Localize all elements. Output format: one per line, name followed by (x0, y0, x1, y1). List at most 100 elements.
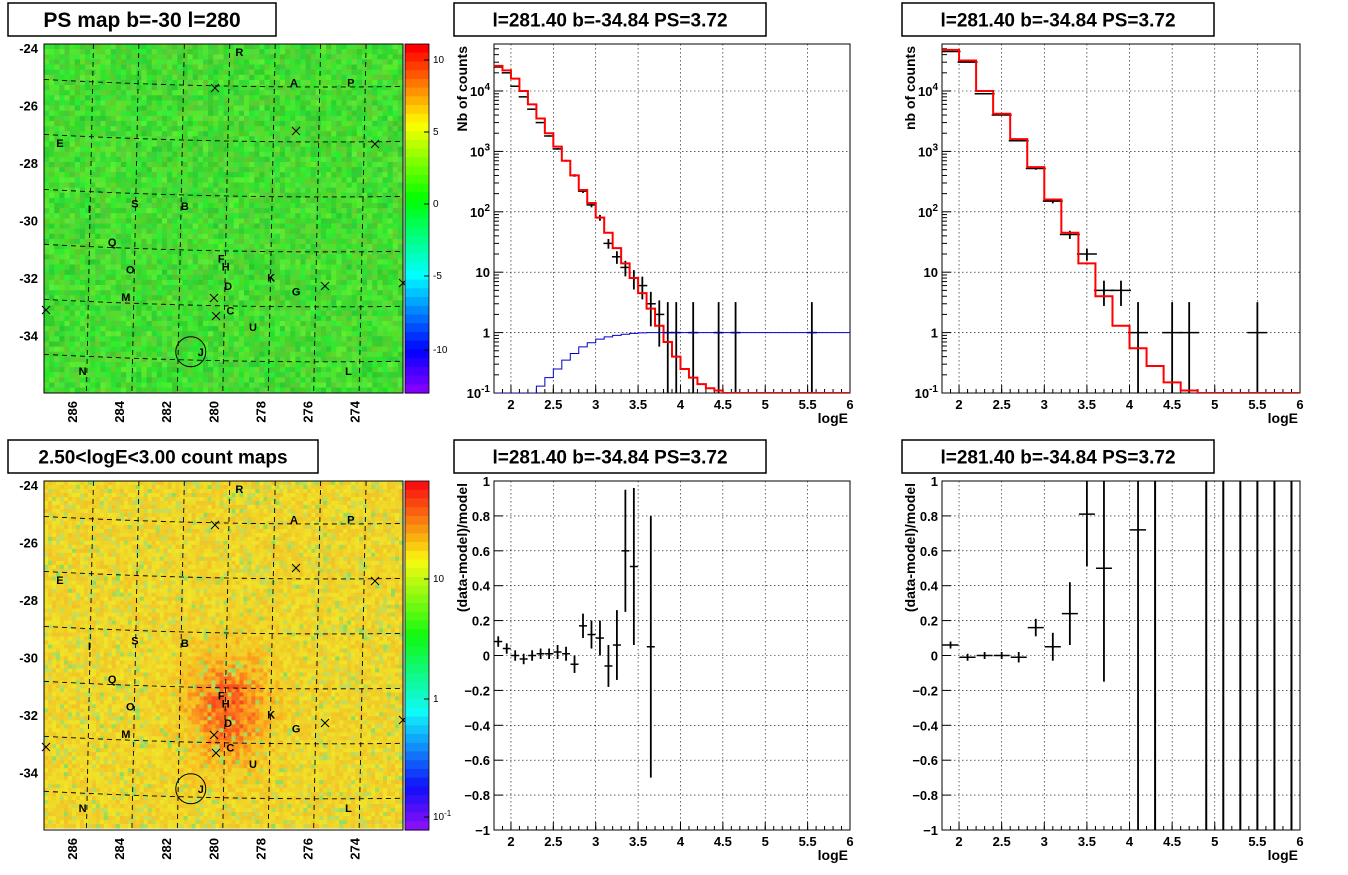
chart-title-4: l=281.40 b=-34.84 PS=3.72 (940, 447, 1175, 468)
residual-point (536, 648, 545, 659)
y-tick-label: −0.4 (912, 718, 938, 733)
chart-title-2: l=281.40 b=-34.84 PS=3.72 (940, 10, 1175, 31)
residual-point (502, 643, 511, 654)
x-tick-label: 6 (846, 397, 853, 412)
colorbar-tick: 1 (433, 694, 439, 705)
residual-point (959, 653, 976, 661)
map-ytick: -34 (19, 328, 39, 343)
source-label: F (218, 253, 225, 265)
y-axis-label: (data-model)/model (902, 483, 918, 612)
map-xtick: 280 (206, 401, 221, 423)
x-axis-label: logE (818, 847, 848, 863)
map-grid (43, 480, 404, 831)
map-xtick: 274 (348, 837, 363, 859)
source-label: B (181, 201, 189, 213)
colorbar-tick: 10 (433, 574, 445, 585)
data-point (1162, 302, 1183, 393)
residual-point (646, 515, 655, 778)
source-label: G (292, 723, 301, 735)
data-point (1247, 302, 1268, 393)
y-axis-label: nb of counts (902, 46, 918, 130)
y-tick-label: 0.8 (920, 509, 938, 524)
x-tick-label: 4 (677, 397, 685, 412)
map-ytick: -32 (19, 271, 38, 286)
chart-title-3-box: l=281.40 b=-34.84 PS=3.72 (453, 439, 767, 474)
y-tick-label: 0.2 (472, 614, 490, 629)
map-grid (43, 43, 404, 394)
map-xtick: 286 (65, 838, 80, 860)
residual-point (494, 636, 503, 647)
source-label: F (218, 690, 225, 702)
map-ytick: -34 (19, 765, 39, 780)
source-label: D (224, 718, 232, 730)
map-ytick: -30 (19, 213, 38, 228)
source-label: I (88, 204, 91, 216)
x-tick-label: 3 (1041, 397, 1048, 412)
residual-point (1095, 481, 1112, 682)
x-tick-label: 3.5 (1078, 397, 1096, 412)
plot-area (494, 487, 655, 778)
y-tick-label: −0.8 (464, 788, 490, 803)
x-tick-label: 4 (1126, 834, 1134, 849)
map-xtick: 284 (112, 837, 127, 859)
source-label: U (249, 322, 257, 334)
map-ytick: -30 (19, 650, 38, 665)
colorbar-tick: 0 (433, 199, 439, 210)
x-tick-label: 5.5 (1248, 397, 1266, 412)
map-panel-2: -24 -26 -28 -30 -32 -34 286 284 282 280 278 276 274 R… (19, 478, 452, 860)
x-tick-label: 3.5 (629, 397, 647, 412)
data-point (974, 93, 995, 95)
x-axis-label: logE (818, 410, 848, 426)
chart-frame (493, 43, 851, 394)
colorbar-tick: 10 (433, 55, 445, 66)
data-point (1093, 280, 1114, 306)
x-axis-label: logE (1268, 410, 1298, 426)
map-xtick: 282 (159, 838, 174, 860)
colorbar-tick: -10 (433, 345, 448, 356)
chart-title-3-frame (453, 439, 767, 474)
x-tick-label: 2.5 (993, 397, 1011, 412)
y-tick-label: 1 (483, 326, 490, 341)
map-panel-1: -24 -26 -28 -30 -32 -34 286 284 282 280 278 276 274 R… (19, 41, 448, 423)
model-step-line (942, 48, 1300, 393)
y-tick-label: 10-1 (467, 384, 491, 401)
cross-marker (209, 730, 219, 740)
residual-point (1078, 481, 1095, 567)
x-tick-label: 5.5 (799, 834, 817, 849)
source-label: J (198, 784, 204, 796)
cross-marker (41, 305, 51, 315)
y-tick-label: 102 (470, 203, 490, 220)
residual-point (621, 489, 630, 612)
source-label: U (249, 759, 257, 771)
y-tick-label: 10 (476, 265, 490, 280)
chart-grid (942, 44, 1301, 394)
x-tick-label: 4.5 (714, 834, 732, 849)
x-tick-label: 2.5 (544, 397, 562, 412)
colorbar-frame (404, 43, 430, 394)
data-point (1008, 140, 1029, 142)
chart-frame (941, 43, 1301, 394)
y-tick-label: 1 (483, 474, 490, 489)
cross-marker (209, 293, 219, 303)
chart-title-1-box: l=281.40 b=-34.84 PS=3.72 (453, 2, 767, 37)
source-label: Q (108, 674, 117, 686)
residual-point (519, 653, 528, 665)
source-label: R (235, 484, 243, 496)
colorbar-tick: 5 (433, 127, 439, 138)
y-tick-label: 0.8 (472, 509, 490, 524)
chart-3: 2 2.5 3 3.5 4 4.5 5 5.5 6 −1 −0.8 −0.6 −0.4 −0.2 0 0.2 0… (454, 474, 854, 863)
source-label: H (222, 699, 230, 711)
y-tick-label: −0.6 (464, 753, 490, 768)
source-label: P (347, 514, 354, 526)
source-circle (175, 336, 207, 368)
chart-2: 2 2.5 3 3.5 4 4.5 5 5.5 6 10-1 1 10 102 103 104 logE nb … (902, 43, 1304, 426)
y-tick-label: 1 (931, 326, 938, 341)
chart-title-2-box: l=281.40 b=-34.84 PS=3.72 (901, 2, 1215, 37)
colorbar: 10 5 0 -5 -10 (404, 43, 448, 394)
x-tick-label: 6 (1296, 397, 1303, 412)
map-xtick: 286 (65, 401, 80, 423)
source-label: R (235, 47, 243, 59)
y-tick-label: −0.4 (464, 718, 490, 733)
data-point (991, 114, 1012, 116)
